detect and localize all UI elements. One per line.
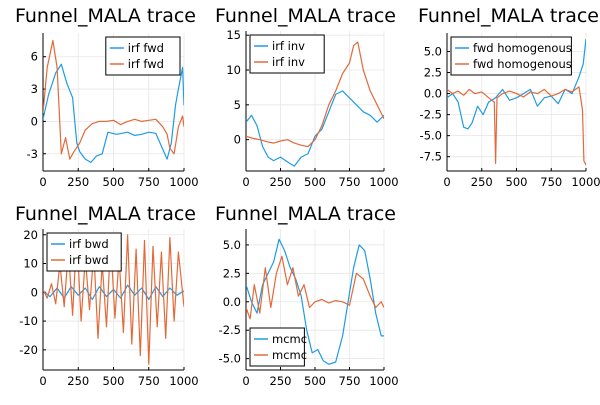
legend: irf bwd irf bwd [46, 232, 122, 272]
legend-box [249, 327, 305, 367]
y-tick-label: 5.0 [424, 45, 442, 59]
x-tick-label: 750 [339, 374, 361, 388]
y-tick-label: -5.0 [420, 129, 442, 143]
x-tick-label: 1000 [169, 374, 198, 388]
x-tick-label: 0 [443, 175, 450, 189]
subplot-title: Funnel_MALA trace [215, 203, 396, 225]
y-tick-label: -20 [19, 343, 38, 357]
legend-box [249, 34, 325, 74]
legend-entry: irf inv [272, 55, 305, 69]
y-tick-label: 0.0 [424, 87, 442, 101]
legend-entry: irf fwd [128, 41, 164, 55]
y-tick-label: 15 [226, 28, 241, 42]
x-tick-label: 750 [138, 175, 160, 189]
series-line-2 [246, 255, 384, 320]
series-line-2 [43, 234, 184, 365]
x-tick-label: 500 [304, 175, 326, 189]
y-tick-label: 2.5 [424, 66, 442, 80]
subplot-title: Funnel_MALA trace [215, 5, 396, 27]
subplot-title: Funnel_MALA trace [418, 5, 599, 27]
legend-entry: irf bwd [69, 253, 109, 267]
legend-entry: irf inv [272, 39, 305, 53]
subplot-5: Funnel_MALA trace 0 250 500 750 1000 5.0 2.5 0.0… [215, 203, 399, 388]
x-tick-label: 0 [242, 175, 249, 189]
y-tick-label: 10 [23, 257, 38, 271]
subplot-title: Funnel_MALA trace [15, 5, 196, 27]
y-tick-label: 0 [234, 133, 241, 147]
y-tick-label: -2.5 [420, 108, 442, 122]
x-tick-label: 750 [138, 374, 160, 388]
x-tick-label: 1000 [369, 374, 398, 388]
series-line-1 [246, 238, 384, 365]
x-tick-label: 250 [67, 374, 89, 388]
y-tick-label: 0 [31, 114, 38, 128]
y-tick-label: -10 [19, 314, 38, 328]
y-tick-label: 2.5 [223, 266, 241, 280]
x-tick-label: 500 [103, 175, 125, 189]
y-tick-label: -7.5 [420, 150, 442, 164]
x-tick-label: 500 [506, 175, 528, 189]
legend: irf inv irf inv [249, 34, 325, 74]
x-tick-label: 1000 [369, 175, 398, 189]
y-tick-label: 5 [234, 98, 241, 112]
subplot-4: Funnel_MALA trace 0 250 500 750 1000 -20 -10 0 10… [15, 203, 199, 388]
legend-entry: fwd homogenous [473, 57, 572, 71]
x-tick-label: 0 [39, 175, 46, 189]
x-tick-label: 250 [270, 175, 292, 189]
legend-box [46, 232, 122, 272]
x-tick-label: 750 [540, 175, 562, 189]
y-tick-label: 5.0 [223, 238, 241, 252]
x-tick-label: 250 [270, 374, 292, 388]
x-tick-label: 750 [339, 175, 361, 189]
subplot-3: Funnel_MALA trace 0 250 500 750 1000 5.0 2.5 0.0… [418, 5, 600, 189]
x-tick-label: 1000 [571, 175, 600, 189]
y-tick-label: 3 [31, 82, 38, 96]
series-line-1 [246, 90, 384, 167]
legend: irf fwd irf fwd [105, 36, 181, 76]
y-tick-label: 20 [23, 228, 38, 242]
x-tick-label: 500 [304, 374, 326, 388]
y-tick-label: 0 [31, 285, 38, 299]
x-tick-label: 0 [39, 374, 46, 388]
legend-entry: mcmc [272, 348, 307, 362]
series-line-2 [43, 39, 184, 160]
x-tick-label: 250 [471, 175, 493, 189]
series-line-2 [246, 41, 384, 148]
subplot-2: Funnel_MALA trace 0 250 500 750 1000 0 5 10 15 irf… [215, 5, 399, 189]
legend: mcmc mcmc [249, 327, 307, 367]
legend-box [105, 36, 181, 76]
y-tick-label: 6 [31, 50, 38, 64]
x-tick-label: 0 [242, 374, 249, 388]
legend-entry: irf bwd [69, 237, 109, 251]
y-tick-label: -2.5 [219, 323, 241, 337]
x-tick-label: 500 [103, 374, 125, 388]
series-line-2 [447, 86, 586, 166]
legend: fwd homogenous fwd homogenous [450, 36, 572, 76]
y-tick-label: -3 [27, 147, 38, 161]
x-tick-label: 1000 [169, 175, 198, 189]
legend-entry: fwd homogenous [473, 41, 572, 55]
y-tick-label: -5.0 [219, 352, 241, 366]
y-tick-label: 10 [226, 63, 241, 77]
y-tick-label: 0.0 [223, 295, 241, 309]
legend-entry: irf fwd [128, 57, 164, 71]
legend-entry: mcmc [272, 332, 307, 346]
x-tick-label: 250 [67, 175, 89, 189]
subplot-title: Funnel_MALA trace [15, 203, 196, 225]
legend-box [450, 36, 572, 76]
